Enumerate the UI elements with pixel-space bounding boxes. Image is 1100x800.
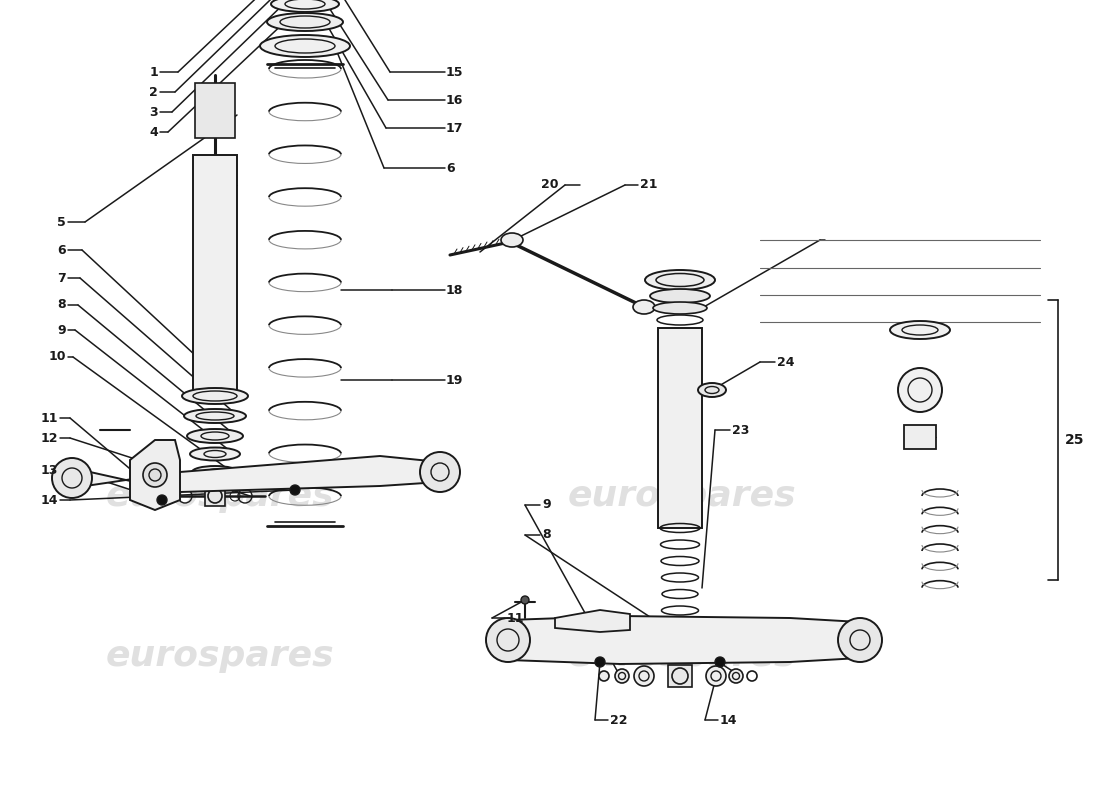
Circle shape [420, 452, 460, 492]
Text: eurospares: eurospares [568, 479, 796, 513]
Ellipse shape [615, 669, 629, 683]
Text: 4: 4 [150, 126, 158, 138]
Bar [904, 425, 936, 449]
Text: 20: 20 [540, 178, 558, 191]
Bar [205, 486, 225, 506]
Bar [192, 155, 236, 390]
Ellipse shape [192, 466, 238, 478]
Ellipse shape [645, 270, 715, 290]
Ellipse shape [500, 233, 522, 247]
Circle shape [143, 463, 167, 487]
Text: 1: 1 [150, 66, 158, 78]
Ellipse shape [190, 447, 240, 461]
Circle shape [715, 657, 725, 667]
Polygon shape [508, 616, 860, 664]
Ellipse shape [634, 666, 654, 686]
Text: eurospares: eurospares [106, 639, 334, 673]
Text: 8: 8 [57, 298, 66, 311]
Text: 23: 23 [732, 423, 749, 437]
Circle shape [290, 485, 300, 495]
Bar [195, 83, 235, 138]
Text: 24: 24 [777, 355, 794, 369]
Text: 11: 11 [507, 611, 525, 625]
Text: 13: 13 [41, 463, 58, 477]
Circle shape [52, 458, 92, 498]
Circle shape [838, 618, 882, 662]
Text: 11: 11 [41, 411, 58, 425]
Polygon shape [130, 440, 180, 510]
Bar [658, 328, 702, 528]
Circle shape [898, 368, 942, 412]
Ellipse shape [653, 302, 707, 314]
Text: 15: 15 [446, 66, 463, 78]
Text: eurospares: eurospares [568, 639, 796, 673]
Ellipse shape [267, 13, 343, 31]
Text: 16: 16 [446, 94, 463, 106]
Polygon shape [72, 456, 440, 492]
Circle shape [595, 657, 605, 667]
Polygon shape [556, 610, 630, 632]
Text: 18: 18 [446, 283, 463, 297]
Text: 14: 14 [41, 494, 58, 506]
Text: eurospares: eurospares [106, 479, 334, 513]
Text: 7: 7 [57, 271, 66, 285]
Ellipse shape [698, 383, 726, 397]
Text: 12: 12 [41, 431, 58, 445]
Circle shape [486, 618, 530, 662]
Bar [161, 490, 170, 503]
Text: 6: 6 [446, 162, 454, 174]
Text: 10: 10 [48, 350, 66, 363]
Ellipse shape [184, 409, 246, 423]
Circle shape [157, 495, 167, 505]
Text: 14: 14 [720, 714, 737, 726]
Text: 21: 21 [640, 178, 658, 191]
Text: 9: 9 [57, 323, 66, 337]
Ellipse shape [271, 0, 339, 12]
Ellipse shape [632, 300, 654, 314]
Ellipse shape [187, 429, 243, 443]
Text: 19: 19 [446, 374, 463, 386]
Bar [668, 665, 692, 687]
Text: 3: 3 [150, 106, 158, 118]
Ellipse shape [890, 321, 950, 339]
Text: 6: 6 [57, 243, 66, 257]
Text: 2: 2 [150, 86, 158, 98]
Ellipse shape [650, 289, 710, 303]
Ellipse shape [260, 35, 350, 57]
Ellipse shape [706, 666, 726, 686]
Ellipse shape [600, 671, 609, 681]
Text: 9: 9 [542, 498, 551, 511]
Ellipse shape [182, 388, 248, 404]
Circle shape [521, 596, 529, 604]
Text: 22: 22 [610, 714, 627, 726]
Text: 17: 17 [446, 122, 463, 134]
Text: 25: 25 [1065, 433, 1085, 447]
Text: 5: 5 [57, 215, 66, 229]
Text: 8: 8 [542, 529, 551, 542]
Ellipse shape [729, 669, 743, 683]
